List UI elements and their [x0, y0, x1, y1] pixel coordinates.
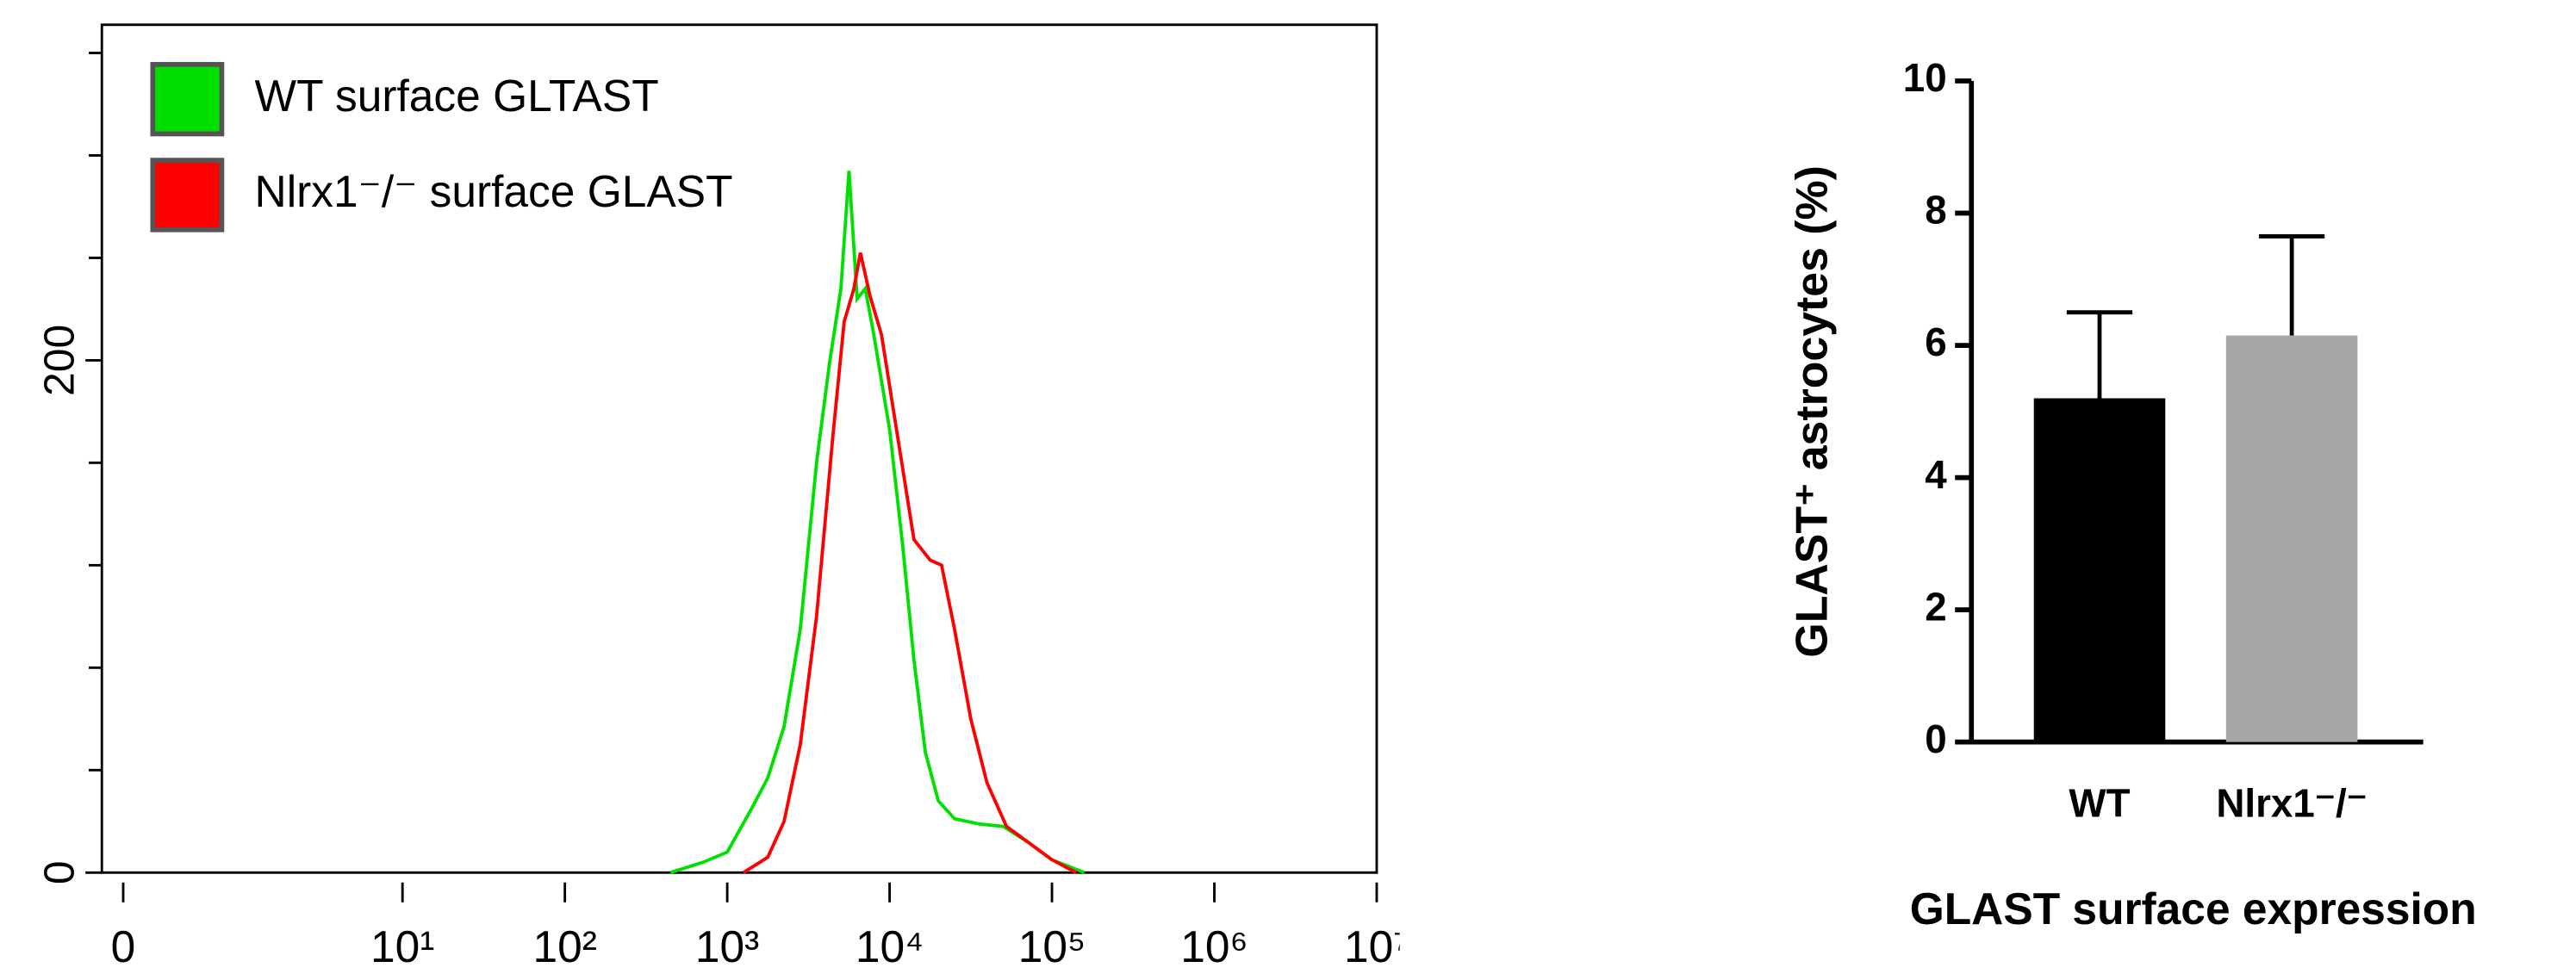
- histogram-line: [669, 171, 1086, 875]
- legend-label: WT surface GLTAST: [255, 71, 659, 121]
- x-tick-label: 10³: [695, 921, 759, 971]
- bar: [2225, 335, 2358, 742]
- x-tick-label: Nlrx1⁻/⁻: [2216, 781, 2368, 826]
- bar: [2033, 398, 2166, 742]
- x-tick-label: WT: [2069, 781, 2130, 826]
- plot-frame: [100, 23, 1378, 874]
- histogram: 0 10¹ 10² 10³ 10⁴ 10⁵ 10⁶ 10⁷ 0 200 WT surface GLT…: [35, 23, 1409, 971]
- x-tick-label: 10⁵: [1018, 921, 1086, 971]
- x-axis-label: GLAST surface expression: [1910, 884, 2477, 933]
- y-tick-label: 8: [1925, 188, 1946, 233]
- legend-swatch: [150, 158, 225, 233]
- x-tick-label: 10⁷: [1344, 921, 1409, 971]
- y-axis-label: GLAST⁺ astrocytes (%): [1787, 165, 1837, 657]
- x-tick-label: 0: [111, 921, 136, 971]
- y-tick-label: 2: [1925, 584, 1946, 629]
- bar-chart: 0 2 4 6 8 10 WT Nlrx1⁻/⁻ GLAST surface expressio…: [1787, 55, 2477, 933]
- y-tick-label: 200: [35, 325, 84, 396]
- x-tick-label: 10¹: [370, 921, 434, 971]
- x-tick-label: 10²: [532, 921, 596, 971]
- x-tick-label: 10⁶: [1180, 921, 1248, 971]
- histogram-line: [742, 252, 1078, 874]
- y-tick-label: 6: [1925, 319, 1946, 364]
- y-tick-label: 4: [1925, 452, 1947, 497]
- y-tick-label: 0: [35, 860, 84, 884]
- y-tick-label: 0: [1925, 716, 1946, 761]
- legend-swatch: [150, 61, 225, 137]
- x-tick-label: 10⁴: [856, 921, 924, 971]
- y-tick-label: 10: [1903, 55, 1947, 100]
- legend-label: Nlrx1⁻/⁻ surface GLAST: [255, 166, 733, 216]
